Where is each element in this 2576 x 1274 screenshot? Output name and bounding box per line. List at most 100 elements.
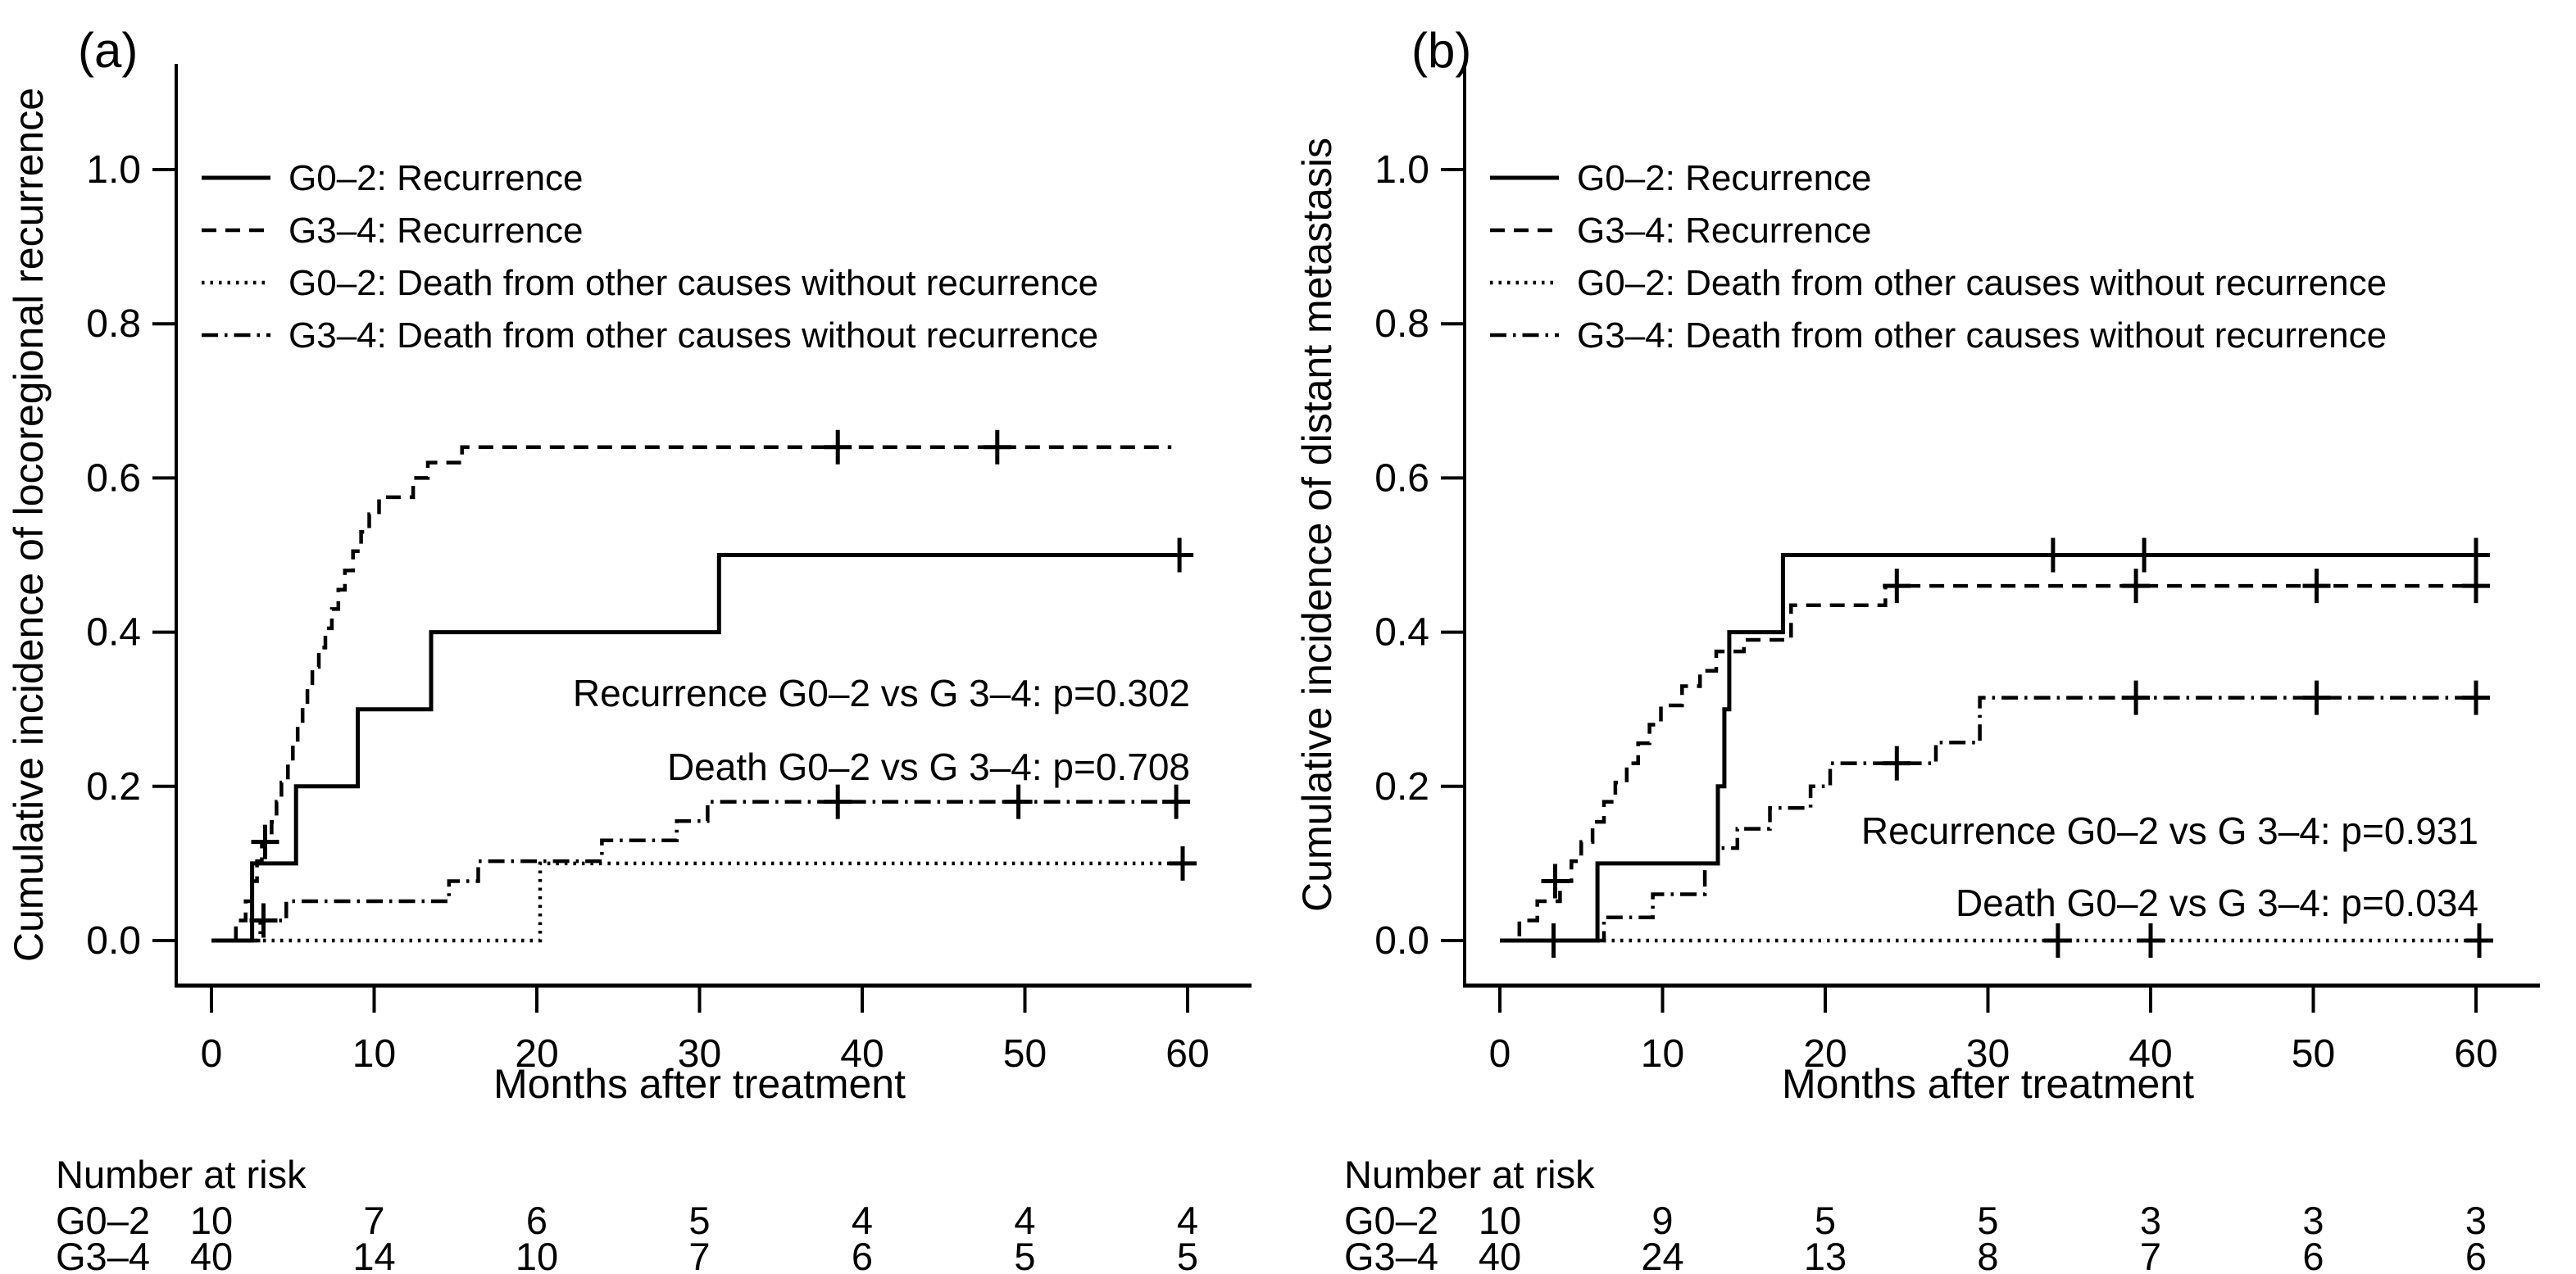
legend: G0–2: Recurrence G3–4: Recurrence G0–2: De… bbox=[202, 158, 1098, 356]
chart-a: (a) 0.0 0.2 0.4 0.6 0.8 1.0 0 10 20 30 40 50 60 Cumul… bbox=[6, 23, 1252, 1274]
legend-label: G3–4: Recurrence bbox=[288, 211, 584, 251]
series-curve-g0-2-death-from-other-causes-without-recurrence bbox=[211, 861, 1194, 943]
x-tick-label: 40 bbox=[2128, 1032, 2172, 1076]
series-curve-g3-4-death-from-other-causes-without-recurrence bbox=[1500, 696, 2483, 943]
risk-row-label: G3–4 bbox=[56, 1235, 150, 1274]
series-curve-g0-2-recurrence bbox=[1500, 553, 2483, 943]
risk-row-label: G0–2 bbox=[56, 1199, 150, 1242]
censor-mark-g3-4-death-from-other-causes-without-recurrence bbox=[249, 903, 278, 938]
x-tick-label: 30 bbox=[678, 1032, 721, 1076]
legend-label: G3–4: Recurrence bbox=[1577, 211, 1872, 251]
censor-mark-g3-4-death-from-other-causes-without-recurrence bbox=[2122, 680, 2151, 715]
censor-mark-g3-4-recurrence bbox=[983, 429, 1011, 465]
risk-count: 4 bbox=[1014, 1199, 1035, 1242]
x-tick-label: 20 bbox=[1803, 1032, 1847, 1076]
number-at-risk-row-g3-4: G3–4 40 14 10 7 6 5 5 bbox=[56, 1235, 1198, 1274]
y-tick-label: 0.0 bbox=[1374, 919, 1429, 963]
censor-mark-g3-4-death-from-other-causes-without-recurrence bbox=[824, 784, 852, 819]
risk-count: 9 bbox=[1651, 1199, 1673, 1242]
number-at-risk-row-g0-2: G0–2 10 7 6 5 4 4 4 bbox=[56, 1199, 1198, 1242]
risk-count: 5 bbox=[1177, 1235, 1198, 1274]
censor-mark-g0-2-death-from-other-causes-without-recurrence bbox=[2465, 923, 2493, 958]
risk-count: 3 bbox=[2465, 1199, 2487, 1242]
legend: G0–2: Recurrence G3–4: Recurrence G0–2: De… bbox=[1490, 158, 2387, 356]
x-tick-label: 40 bbox=[840, 1032, 884, 1076]
censor-mark-g3-4-recurrence bbox=[1883, 569, 1911, 604]
risk-count: 10 bbox=[1479, 1199, 1521, 1242]
censor-mark-g3-4-recurrence bbox=[2462, 569, 2490, 604]
censor-mark-g3-4-death-from-other-causes-without-recurrence bbox=[2462, 680, 2490, 715]
plot-area-b: 0.0 0.2 0.4 0.6 0.8 1.0 0 10 20 30 40 50 60 Cumulativ… bbox=[1294, 64, 2540, 1274]
risk-count: 40 bbox=[190, 1235, 233, 1274]
x-tick-label: 0 bbox=[1489, 1032, 1511, 1076]
risk-count: 6 bbox=[526, 1199, 547, 1242]
y-axis-title: Cumulative incidence of locoregional rec… bbox=[6, 88, 52, 962]
censor-mark-g3-4-recurrence bbox=[251, 824, 279, 859]
p-value-annotation: Recurrence G0–2 vs G 3–4: p=0.931 bbox=[1861, 809, 2478, 852]
x-tick-label: 50 bbox=[1003, 1032, 1047, 1076]
risk-count: 5 bbox=[1977, 1199, 1998, 1242]
x-tick-label: 10 bbox=[352, 1032, 396, 1076]
y-tick-label: 0.6 bbox=[1374, 456, 1429, 500]
risk-count: 24 bbox=[1641, 1235, 1683, 1274]
chart-b: (b) 0.0 0.2 0.4 0.6 0.8 1.0 0 10 20 30 40 50 60 Cumul… bbox=[1294, 23, 2540, 1274]
censor-mark-g0-2-recurrence bbox=[1165, 537, 1194, 573]
legend-label: G3–4: Death from other causes without re… bbox=[1577, 315, 2387, 356]
censor-mark-g3-4-recurrence bbox=[2302, 569, 2331, 604]
censor-mark-g3-4-recurrence bbox=[1541, 864, 1570, 899]
censor-mark-g3-4-death-from-other-causes-without-recurrence bbox=[2302, 680, 2331, 715]
censor-mark-g0-2-death-from-other-causes-without-recurrence bbox=[2043, 923, 2072, 958]
risk-count: 8 bbox=[1977, 1235, 1998, 1274]
legend-item-g3-4-death-from-other-causes-without-recurrence: G3–4: Death from other causes without re… bbox=[1490, 315, 2387, 356]
risk-count: 6 bbox=[852, 1235, 873, 1274]
y-tick-label: 0.4 bbox=[86, 611, 141, 655]
y-tick-label: 0.0 bbox=[86, 919, 141, 963]
legend-item-g3-4-recurrence: G3–4: Recurrence bbox=[202, 211, 584, 251]
number-at-risk-row-g3-4: G3–4 40 24 13 8 7 6 6 bbox=[1344, 1235, 2487, 1274]
y-tick-label: 0.4 bbox=[1374, 611, 1429, 655]
legend-label: G3–4: Death from other causes without re… bbox=[288, 315, 1098, 356]
y-tick-label: 0.2 bbox=[86, 765, 141, 809]
risk-count: 7 bbox=[363, 1199, 384, 1242]
number-at-risk-title: Number at risk bbox=[1344, 1153, 1595, 1196]
censor-mark-g3-4-recurrence bbox=[2122, 569, 2151, 604]
legend-label: G0–2: Death from other causes without re… bbox=[288, 263, 1098, 303]
x-tick-label: 30 bbox=[1966, 1032, 2010, 1076]
risk-count: 13 bbox=[1804, 1235, 1847, 1274]
risk-count: 5 bbox=[688, 1199, 710, 1242]
y-axis-title: Cumulative incidence of distant metastas… bbox=[1294, 138, 1340, 912]
x-axis-title: Months after treatment bbox=[1782, 1061, 2194, 1107]
risk-count: 7 bbox=[2140, 1235, 2161, 1274]
censor-mark-g3-4-death-from-other-causes-without-recurrence bbox=[1883, 746, 1911, 781]
risk-count: 5 bbox=[1014, 1235, 1035, 1274]
panel-b-letter: (b) bbox=[1411, 23, 1471, 78]
censor-mark-g0-2-recurrence bbox=[2038, 537, 2067, 573]
risk-count: 40 bbox=[1479, 1235, 1521, 1274]
risk-count: 5 bbox=[1815, 1199, 1836, 1242]
legend-item-g0-2-death-from-other-causes-without-recurrence: G0–2: Death from other causes without re… bbox=[202, 263, 1098, 303]
p-value-annotation: Death G0–2 vs G 3–4: p=0.034 bbox=[1956, 882, 2478, 924]
legend-label: G0–2: Death from other causes without re… bbox=[1577, 263, 2387, 303]
x-tick-label: 0 bbox=[201, 1032, 223, 1076]
y-tick-label: 0.8 bbox=[1374, 302, 1429, 346]
series-curve-g3-4-death-from-other-causes-without-recurrence bbox=[211, 800, 1191, 943]
x-axis-title: Months after treatment bbox=[493, 1061, 906, 1107]
x-tick-label: 60 bbox=[2454, 1032, 2497, 1076]
censor-mark-g0-2-death-from-other-causes-without-recurrence bbox=[1169, 846, 1197, 881]
risk-count: 7 bbox=[688, 1235, 710, 1274]
y-tick-label: 0.8 bbox=[86, 302, 141, 346]
censor-mark-g0-2-recurrence bbox=[2462, 537, 2490, 573]
curves-group bbox=[211, 429, 1197, 943]
legend-item-g0-2-recurrence: G0–2: Recurrence bbox=[202, 158, 584, 198]
censor-mark-g3-4-recurrence bbox=[824, 429, 852, 465]
x-tick-label: 10 bbox=[1641, 1032, 1684, 1076]
plot-area-a: 0.0 0.2 0.4 0.6 0.8 1.0 0 10 20 30 40 50 60 Cumulativ… bbox=[6, 64, 1252, 1274]
risk-count: 3 bbox=[2140, 1199, 2161, 1242]
x-tick-label: 20 bbox=[515, 1032, 558, 1076]
number-at-risk-title: Number at risk bbox=[56, 1153, 307, 1196]
series-curve-g3-4-recurrence bbox=[211, 445, 1172, 943]
panel-a: (a) 0.0 0.2 0.4 0.6 0.8 1.0 0 10 20 30 40 50 60 Cumul… bbox=[6, 23, 1252, 1274]
x-tick-label: 50 bbox=[2292, 1032, 2335, 1076]
legend-item-g0-2-death-from-other-causes-without-recurrence: G0–2: Death from other causes without re… bbox=[1490, 263, 2387, 303]
